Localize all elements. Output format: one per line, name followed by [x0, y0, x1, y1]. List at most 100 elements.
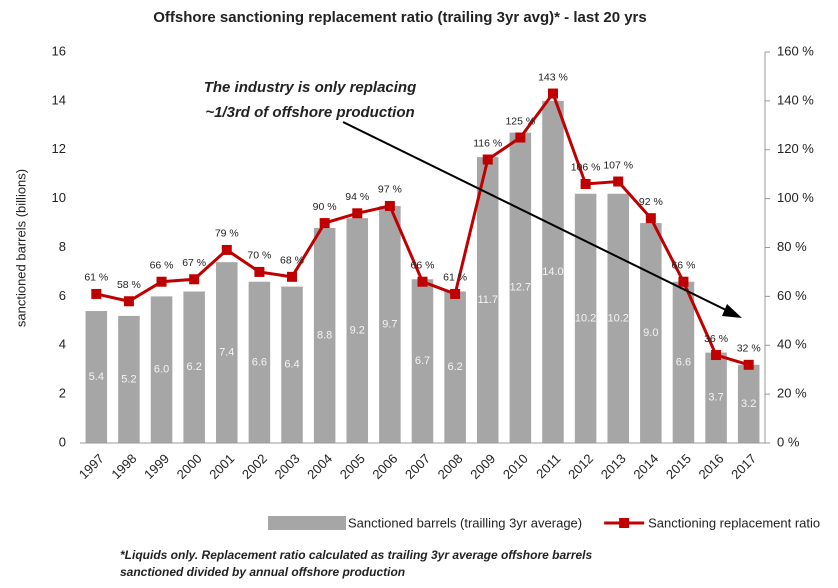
x-tick-label: 2004 — [304, 451, 335, 482]
bar-label: 5.4 — [89, 371, 104, 383]
arrow-head — [722, 304, 742, 318]
x-tick-label: 2011 — [533, 451, 563, 481]
bar-label: 8.8 — [317, 329, 332, 341]
x-tick-label: 2002 — [239, 451, 270, 482]
bar-label: 6.4 — [284, 359, 299, 371]
bar — [118, 315, 140, 443]
marker — [319, 218, 330, 229]
bar — [281, 286, 303, 443]
y2-tick-label: 120 % — [777, 141, 814, 156]
marker — [547, 88, 558, 99]
y-tick-label: 10 — [52, 190, 66, 205]
line-label: 61 % — [84, 272, 108, 284]
bar-label: 3.2 — [741, 398, 756, 410]
marker — [156, 276, 167, 287]
bar — [542, 100, 564, 443]
bar — [444, 291, 466, 443]
y-tick-label: 6 — [59, 288, 66, 303]
y-tick-label: 16 — [52, 43, 66, 58]
line-label: 94 % — [345, 191, 369, 203]
line-label: 79 % — [215, 228, 239, 240]
x-tick-label: 1997 — [76, 451, 107, 482]
x-tick-label: 2017 — [728, 451, 759, 482]
annotation: ~1/3rd of offshore production — [205, 104, 414, 121]
x-tick-label: 2005 — [337, 451, 368, 482]
marker — [352, 208, 363, 219]
legend-swatch — [619, 518, 630, 528]
y2-tick-label: 100 % — [777, 190, 814, 205]
annotation: The industry is only replacing — [204, 79, 417, 96]
x-tick-label: 2013 — [598, 451, 629, 482]
y2-tick-label: 160 % — [777, 43, 814, 58]
bar — [216, 262, 238, 443]
bar-label: 7.4 — [219, 346, 234, 358]
line-label: 61 % — [443, 272, 467, 284]
line-label: 107 % — [603, 159, 633, 171]
x-tick-label: 2015 — [663, 451, 694, 482]
bar-label: 9.2 — [350, 324, 365, 336]
marker — [287, 271, 298, 282]
marker — [743, 359, 754, 370]
bar — [411, 279, 434, 443]
marker — [711, 350, 722, 361]
x-tick-label: 1998 — [108, 451, 139, 482]
marker — [254, 266, 265, 277]
marker — [645, 213, 656, 224]
x-tick-label: 2010 — [500, 451, 531, 482]
line-label: 143 % — [538, 71, 568, 83]
x-tick-label: 2008 — [435, 451, 466, 482]
marker — [417, 276, 428, 287]
y-tick-label: 12 — [52, 141, 66, 156]
x-tick-label: 2014 — [630, 451, 661, 482]
arrow — [342, 121, 733, 314]
bar — [640, 223, 662, 443]
marker — [384, 200, 395, 211]
legend-swatch — [268, 516, 346, 530]
y2-tick-label: 80 % — [777, 239, 807, 254]
line-label: 67 % — [182, 257, 206, 269]
footnote: sanctioned divided by annual offshore pr… — [120, 565, 405, 579]
marker — [221, 244, 232, 255]
line-label: 66 % — [671, 259, 695, 271]
bar — [705, 352, 727, 443]
line-label: 58 % — [117, 279, 141, 291]
x-tick-label: 2016 — [696, 451, 727, 482]
bar-label: 6.7 — [415, 355, 430, 367]
bar-label: 6.0 — [154, 364, 169, 376]
bar-label: 6.2 — [187, 361, 202, 373]
marker — [580, 178, 591, 189]
marker — [678, 276, 689, 287]
bar — [476, 157, 499, 444]
line-label: 66 % — [411, 259, 435, 271]
bar-label: 9.7 — [382, 318, 397, 330]
bar — [737, 364, 760, 443]
marker — [123, 296, 134, 307]
line-label: 68 % — [280, 255, 304, 267]
y-tick-label: 4 — [59, 337, 66, 352]
bar-label: 3.7 — [708, 392, 723, 404]
bar-label: 6.6 — [252, 356, 267, 368]
line-label: 97 % — [378, 184, 402, 196]
legend-label: Sanctioning replacement ratio — [648, 515, 820, 530]
bar-label: 14.0 — [542, 266, 563, 278]
y-tick-label: 14 — [52, 92, 66, 107]
line-label: 66 % — [150, 259, 174, 271]
x-tick-label: 2007 — [402, 451, 433, 482]
legend-label: Sanctioned barrels (trailling 3yr averag… — [348, 515, 582, 530]
bar — [85, 311, 108, 443]
bar-label: 10.2 — [575, 312, 596, 324]
x-tick-label: 1999 — [141, 451, 172, 482]
y2-tick-label: 40 % — [777, 337, 807, 352]
x-tick-label: 2006 — [369, 451, 400, 482]
bar — [248, 281, 271, 443]
marker — [613, 176, 624, 187]
chart-title: Offshore sanctioning replacement ratio (… — [153, 9, 646, 26]
bar-label: 10.2 — [608, 312, 629, 324]
y2-tick-label: 20 % — [777, 386, 807, 401]
line-label: 92 % — [639, 196, 663, 208]
bar — [672, 281, 695, 443]
y2-tick-label: 60 % — [777, 288, 807, 303]
y2-tick-label: 0 % — [777, 434, 800, 449]
marker — [515, 132, 526, 143]
